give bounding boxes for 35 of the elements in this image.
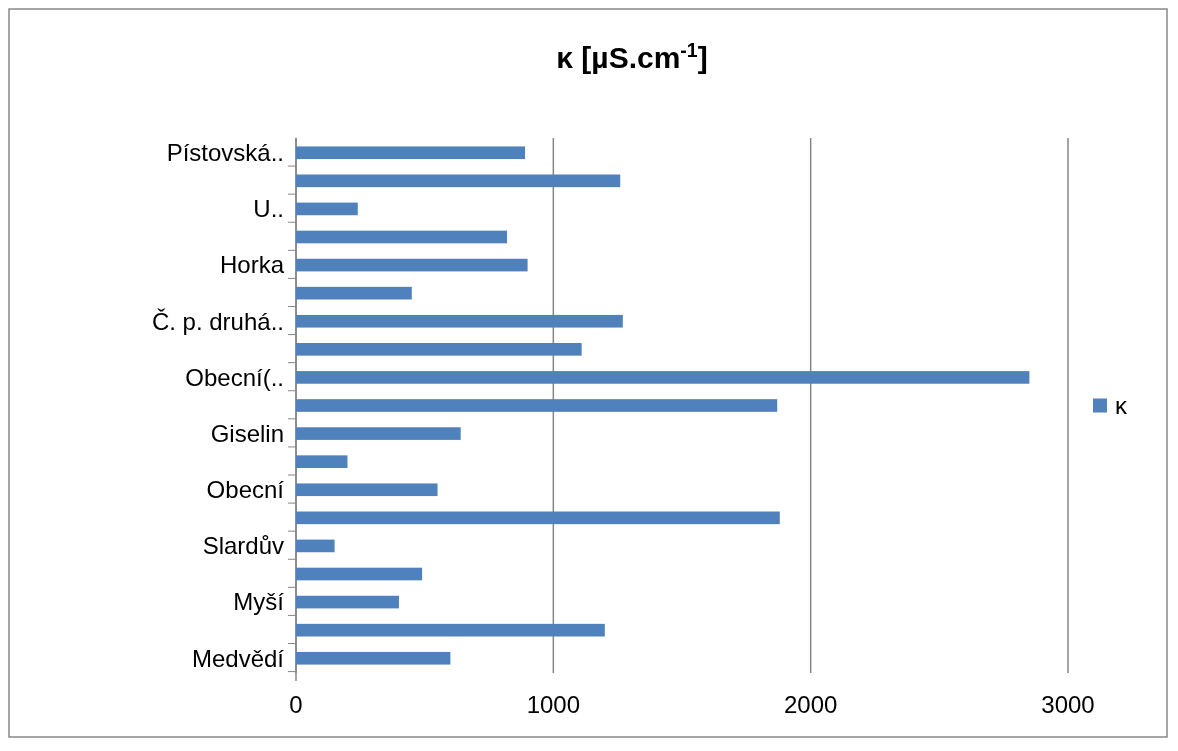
- bar: [296, 343, 582, 356]
- bar: [296, 174, 621, 188]
- x-tick-label: 3000: [1041, 691, 1095, 718]
- bar: [296, 483, 438, 497]
- bar: [296, 623, 605, 637]
- bar: [296, 314, 623, 328]
- chart-title: κ [µS.cm$^{-1}$]: [556, 39, 708, 74]
- bar: [296, 567, 423, 581]
- y-tick-label: Giselin: [210, 419, 284, 447]
- x-tick-label: 1000: [526, 691, 581, 718]
- legend-label: κ: [1115, 391, 1128, 419]
- bar: [296, 651, 451, 665]
- bar: [296, 511, 780, 525]
- y-tick-label: Myší: [233, 588, 285, 616]
- y-tick-label: Obecní: [206, 476, 285, 504]
- x-tick-label: 0: [289, 691, 303, 718]
- y-tick-label: Pístovská..: [166, 139, 284, 167]
- y-tick-label: Č. p. druhá..: [151, 307, 284, 335]
- bar: [296, 455, 348, 468]
- y-tick-label: Slardův: [202, 532, 284, 560]
- bar: [296, 427, 461, 440]
- y-tick-label: Obecní(..: [185, 363, 284, 391]
- bar: [296, 286, 412, 300]
- y-tick-label: Medvědí: [191, 644, 285, 672]
- y-tick-label: Horka: [219, 251, 285, 279]
- bar: [296, 371, 1030, 384]
- bar: [296, 202, 358, 216]
- bar: [296, 146, 526, 160]
- y-tick-label: U..: [253, 195, 284, 223]
- bar: [296, 399, 778, 412]
- bar: [296, 230, 508, 244]
- bar: [296, 258, 528, 272]
- bar: [296, 539, 335, 553]
- bar: [296, 595, 399, 609]
- x-tick-label: 2000: [783, 691, 838, 718]
